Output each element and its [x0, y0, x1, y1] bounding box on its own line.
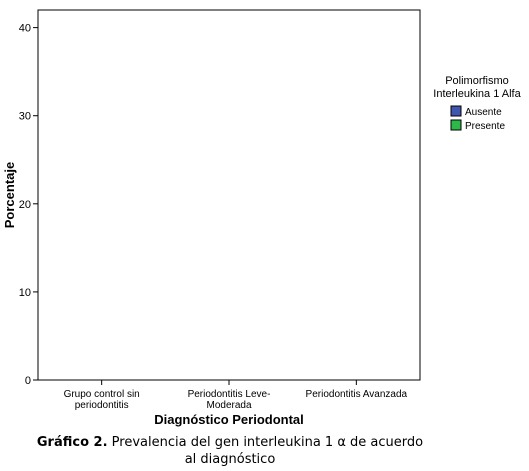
y-tick-label: 10 — [19, 287, 31, 299]
legend-title-line: Interleukina 1 Alfa — [433, 88, 521, 100]
bar-chart: 0 10 20 30 40 Porcentaje Grupo control sin peri… — [2, 9, 522, 427]
y-tick-label: 20 — [19, 199, 31, 211]
x-tick-label: Periodontitis Leve-Moderada — [188, 389, 271, 411]
x-axis-title: Diagnóstico Periodontal — [154, 412, 304, 427]
caption-label: Gráfico 2. — [36, 435, 108, 450]
plot-frame — [37, 9, 421, 381]
legend-swatch-ausente — [450, 105, 462, 117]
legend-label-presente: Presente — [465, 121, 505, 132]
legend-swatch-presente — [450, 119, 462, 131]
x-tick-label: Grupo control sin periodontitis — [64, 389, 140, 411]
y-tick-label: 30 — [19, 111, 31, 123]
legend-label-ausente: Ausente — [465, 107, 502, 118]
x-tick-label: Periodontitis Avanzada — [306, 389, 408, 400]
y-tick-label: 0 — [25, 375, 31, 387]
figure-caption: Gráfico 2. Prevalencia del gen interleuk… — [0, 434, 460, 468]
y-tick-label: 40 — [19, 23, 31, 35]
y-axis-title: Porcentaje — [2, 162, 17, 228]
axes: 0 10 20 30 40 Porcentaje Grupo control sin peri… — [2, 9, 421, 427]
caption-text-line1: Prevalencia del gen interleukina 1 α de … — [107, 435, 424, 450]
caption-text-line2: al diagnóstico — [184, 452, 276, 467]
legend-title-line: Polimorfismo — [445, 75, 509, 87]
